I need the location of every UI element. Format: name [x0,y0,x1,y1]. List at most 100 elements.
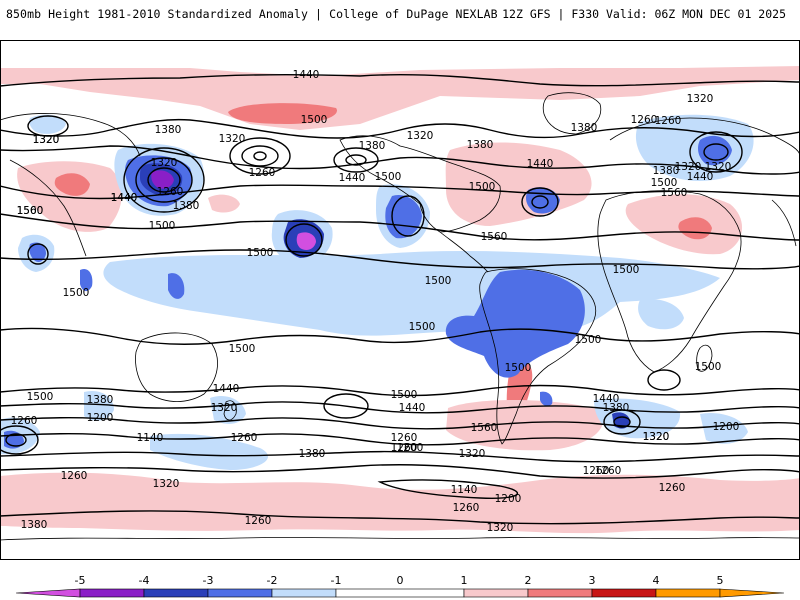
contour-label: 1560 [471,422,498,434]
contour-label: 1500 [63,287,90,299]
contour-low-gulf-1 [333,147,379,173]
contour-label: 1380 [87,394,114,406]
contour-label: 1380 [467,139,494,151]
contour-label: 1500 [469,181,496,193]
contour-label: 1500 [27,391,54,403]
contour-label: 1320 [487,522,514,534]
coast-north-america [339,135,501,233]
contour-low-aleutian-1 [229,137,291,175]
contour-label: 1380 [21,519,48,531]
contour-1500-tropic-n [0,249,800,270]
coast-australia [135,332,218,402]
anomaly-neg-n-pacific-low-core [151,170,174,189]
contour-label: 1380 [571,122,598,134]
contour-label: 1320 [643,431,670,443]
contour-label: 1560 [661,187,688,199]
contour-low-npac-2 [135,157,193,203]
colorbar-tick-label: -1 [331,574,342,587]
contour-label: 1320 [459,448,486,460]
contour-low-aleutian-2 [241,145,279,167]
contour-label: 1380 [359,140,386,152]
contour-low-sind-2 [613,416,631,428]
contour-low-centralpac [285,223,323,257]
contour-labels: 1440 1500 1320 1380 1320 1260 1380 1320 … [11,69,740,534]
contour-label: 1200 [495,493,522,505]
colorbar-swatch-neg2 [207,588,273,598]
contour-label: 1140 [451,484,478,496]
anomaly-neg-western-pacific-core [29,242,46,262]
coast-india [771,199,797,247]
anomaly-pos-africa-core [678,217,712,240]
contour-label: 1500 [409,321,436,333]
contour-label: 1500 [505,362,532,374]
contour-label: 1440 [399,402,426,414]
contour-label: 1560 [481,231,508,243]
contour-label: 1500 [425,275,452,287]
contour-label: 1440 [687,171,714,183]
colorbar-swatch-pos3 [591,588,657,598]
anomaly-neg-central-pacific-core [296,232,316,250]
anomaly-pos-pacific-small [208,194,240,213]
contour-low-spac-west-1 [0,425,39,455]
contour-label: 1260 [231,432,258,444]
coast-asia-west [0,113,141,157]
anomaly-neg-indian-ocean [638,298,684,330]
contour-label: 1500 [247,247,274,259]
contour-label: 1440 [213,383,240,395]
contour-label: 1500 [613,264,640,276]
contour-label: 1140 [137,432,164,444]
anomaly-neg-s-pacific-2 [210,395,246,424]
contour-label: 1440 [111,192,138,204]
positive-anomaly-shading [0,66,800,534]
coast-south-america [479,268,596,445]
contour-low-spac-west-2 [5,433,27,447]
coast-antarctica [0,537,800,541]
contour-label: 1500 [391,389,418,401]
colorbar-tick-label: -3 [203,574,214,587]
contour-label: 1560 [17,205,44,217]
contour-label: 1500 [575,334,602,346]
map-title: 850mb Height 1981-2010 Standardized Anom… [6,7,498,21]
coast-greenland [542,92,602,135]
colorbar-tick-label: -4 [139,574,150,587]
height-contours [0,73,800,525]
contour-1380-south [0,417,800,430]
contour-1440-south [0,401,800,414]
contour-north-1440 [0,73,800,87]
contour-label: 1500 [229,343,256,355]
contour-label: 1260 [245,515,272,527]
anomaly-map[interactable]: 1440 1500 1320 1380 1320 1260 1380 1320 … [0,40,800,560]
contour-low-atlantic-2 [531,195,549,209]
anomaly-pos-north-pacific-core [228,103,337,124]
contour-label: 1380 [155,124,182,136]
contour-label: 1320 [33,134,60,146]
colorbar-tick-label: -2 [267,574,278,587]
contour-label: 1260 [631,114,658,126]
colorbar-swatch-pos4 [655,588,721,598]
colorbar-ticks: -5 -4 -3 -2 -1 0 1 2 3 4 5 [75,574,724,587]
colorbar-swatch-neg3 [143,588,209,598]
header-bar: 850mb Height 1981-2010 Standardized Anom… [0,0,800,26]
contour-1260-south [0,450,800,463]
contour-label: 1320 [153,478,180,490]
contour-low-aleutian-3 [253,151,267,161]
colorbar-swatch-pos5 [719,588,785,598]
contour-label: 1500 [375,171,402,183]
negative-anomaly-shading [0,114,754,470]
contour-label: 1260 [391,432,418,444]
contour-label: 1320 [33,134,60,146]
anomaly-pos-greenland-core [54,173,90,196]
coast-asia-south [9,159,87,257]
contour-1320-south [0,433,800,446]
contour-low-eastpac [391,195,425,237]
contour-label: 1320 [675,161,702,173]
contour-label: 1260 [453,502,480,514]
contour-label: 1500 [695,361,722,373]
contour-north-1320 [0,118,800,139]
anomaly-neg-s-atlantic-small [540,391,553,407]
contour-label: 1200 [713,421,740,433]
contour-1500-south [0,384,800,397]
contour-label: 1440 [339,172,366,184]
anomaly-neg-s-pacific-1 [84,390,114,421]
contour-north-1380 [0,145,800,175]
